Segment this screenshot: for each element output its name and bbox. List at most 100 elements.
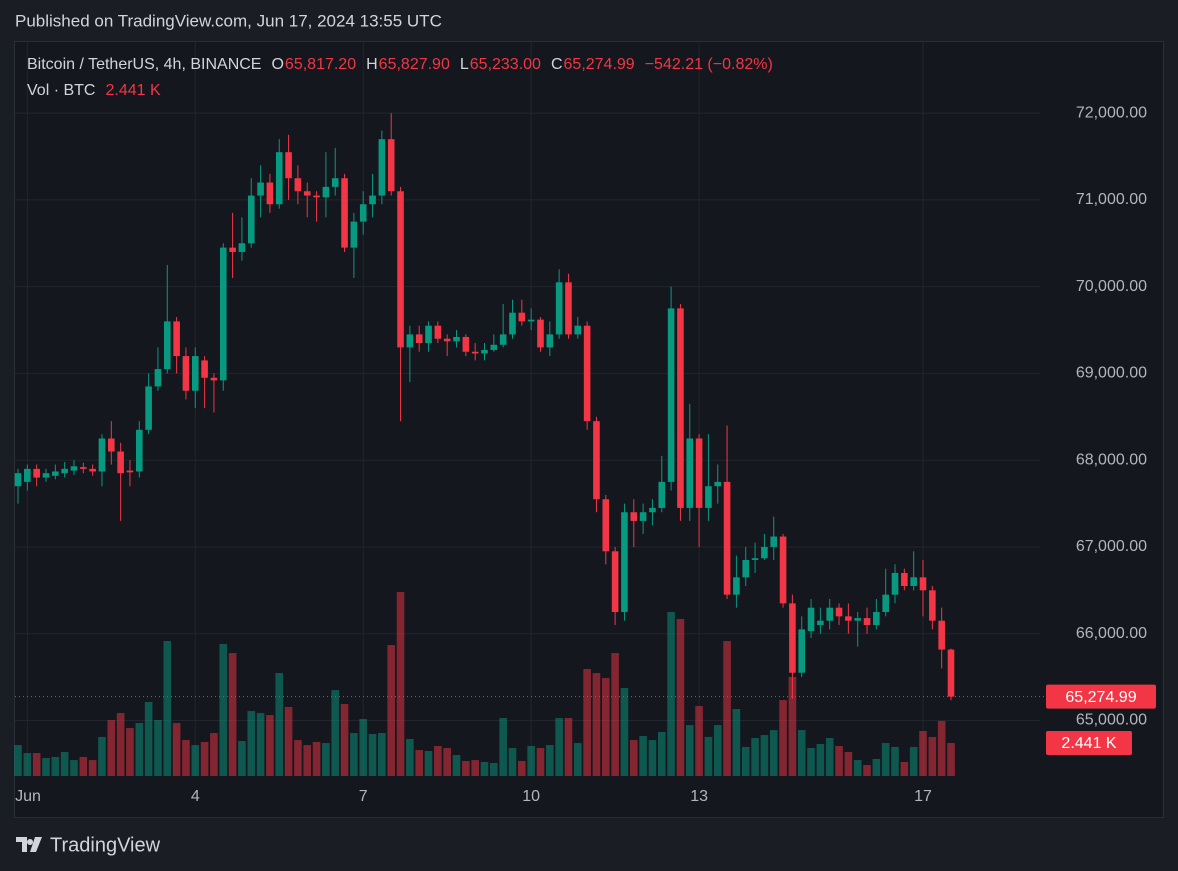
volume-bar: [88, 760, 97, 776]
volume-bar: [863, 765, 871, 776]
volume-bar: [564, 718, 573, 776]
volume-bar: [909, 746, 918, 776]
volume-bar: [881, 743, 890, 776]
volume-bar: [42, 758, 50, 776]
volume-bar: [415, 750, 423, 776]
candle-body: [257, 182, 264, 196]
volume-bar: [368, 733, 377, 776]
last-price-label: 65,274.99: [1065, 689, 1136, 706]
volume-bar: [508, 748, 517, 776]
candle-body: [210, 377, 218, 381]
candle-body: [434, 325, 442, 339]
candle-body: [546, 334, 554, 348]
volume-bar: [518, 761, 526, 776]
candle-body: [378, 139, 386, 196]
candle-body: [947, 649, 955, 697]
candle-body: [537, 319, 544, 348]
candle-body: [369, 195, 376, 205]
candle-body: [705, 486, 712, 508]
volume-bars: [14, 592, 955, 776]
candle-body: [751, 558, 759, 560]
volume-bar: [387, 645, 395, 776]
candle-body: [163, 321, 171, 370]
volume-bar: [919, 731, 927, 776]
candle-body: [882, 594, 889, 613]
candle-body: [462, 336, 470, 352]
y-tick-label: 71,000.00: [1076, 191, 1147, 208]
candle-body: [33, 468, 40, 478]
volume-bar: [256, 713, 265, 776]
volume-bar: [219, 644, 228, 776]
volume-bar: [51, 756, 60, 776]
volume-bar: [499, 718, 507, 776]
candle-body: [98, 438, 106, 472]
candle-body: [938, 620, 945, 650]
candle-body: [219, 247, 227, 381]
ohlc-value: 65,233.00: [470, 56, 541, 73]
volume-bar: [490, 763, 498, 776]
candle-body: [359, 204, 367, 222]
candle-body: [835, 607, 843, 617]
candle-body: [639, 512, 647, 521]
candle-body: [574, 325, 582, 335]
volume-bar: [601, 678, 610, 776]
candle-body: [52, 471, 59, 476]
candle-body: [126, 470, 134, 473]
candle-body: [135, 429, 143, 472]
candle-body: [621, 512, 628, 613]
candle-body: [527, 319, 535, 322]
candle-body: [406, 334, 414, 348]
volume-bar: [769, 730, 778, 776]
volume-bar: [620, 688, 629, 776]
volume-bar: [947, 743, 955, 776]
candle-body: [303, 191, 311, 196]
volume-bar: [200, 741, 209, 776]
candle-body: [108, 438, 115, 452]
volume-bar: [406, 738, 414, 776]
volume-bar: [657, 731, 666, 776]
candle-body: [686, 438, 694, 508]
volume-bar: [592, 673, 601, 776]
candle-body: [481, 350, 488, 354]
volume-bar: [462, 761, 470, 776]
volume-bar: [126, 728, 134, 776]
volume-bar: [527, 746, 535, 776]
volume-bar: [695, 706, 703, 776]
x-tick-label: Jun: [15, 788, 41, 805]
volume-bar: [228, 653, 237, 776]
candle-body: [910, 577, 917, 586]
volume-bar: [434, 746, 442, 776]
brand: TradingView: [50, 834, 161, 856]
volume-bar: [172, 723, 181, 776]
volume-bar: [32, 753, 41, 776]
candle-body: [845, 616, 852, 621]
volume-bar: [378, 733, 386, 776]
volume-bar: [70, 760, 78, 776]
volume-bar: [629, 740, 638, 776]
volume-bar: [182, 740, 190, 776]
volume-bar: [648, 740, 657, 776]
volume-bar: [741, 746, 750, 776]
candle-body: [415, 334, 423, 344]
volume-bar: [583, 669, 591, 776]
volume-bar: [732, 708, 741, 776]
change: −542.21 (−0.82%): [645, 56, 773, 73]
volume-bar: [667, 611, 675, 776]
x-tick-label: 13: [690, 788, 708, 805]
ohlc-key: O: [271, 56, 283, 73]
candle-body: [761, 546, 768, 559]
volume-legend: Vol · BTC: [27, 82, 95, 99]
volume-bar: [210, 733, 218, 776]
volume-bar: [788, 676, 797, 776]
volume-bar: [322, 743, 330, 776]
volume-bar: [135, 723, 144, 776]
ohlc-key: L: [460, 56, 469, 73]
ohlc-value: 65,274.99: [564, 56, 635, 73]
volume-bar: [163, 641, 172, 776]
y-tick-label: 70,000.00: [1076, 278, 1147, 295]
last-volume-label: 2.441 K: [1061, 735, 1116, 752]
candles: [14, 113, 955, 701]
ohlc-key: C: [551, 56, 563, 73]
candle-body: [453, 336, 460, 342]
